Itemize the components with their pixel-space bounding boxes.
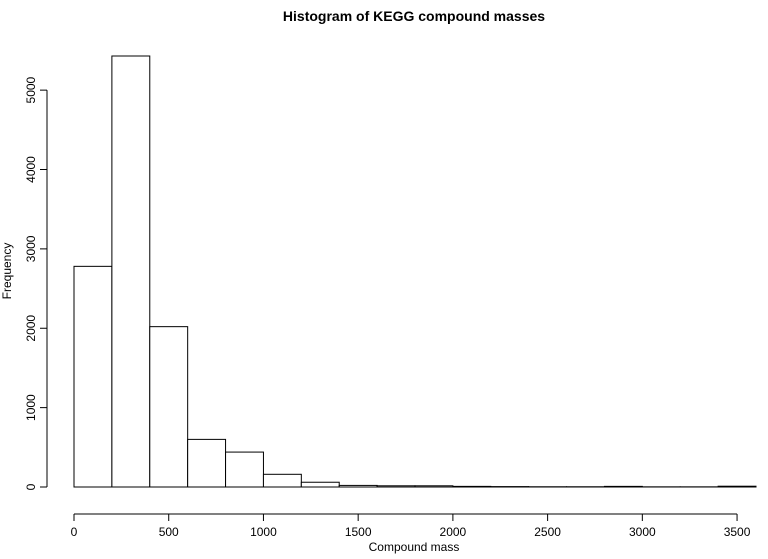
- y-tick-label: 5000: [24, 76, 38, 103]
- x-tick-label: 3500: [724, 525, 751, 539]
- x-tick-label: 2500: [534, 525, 561, 539]
- x-tick-label: 0: [71, 525, 78, 539]
- histogram-bar-8: [376, 485, 416, 488]
- x-axis-label: Compound mass: [369, 540, 460, 554]
- y-tick-label: 4000: [24, 156, 38, 183]
- histogram-bar-3: [187, 438, 227, 488]
- x-tick-label: 3000: [629, 525, 656, 539]
- histogram-bar-5: [262, 473, 302, 488]
- y-axis: 0 1000 2000 3000 4000 5000: [24, 76, 48, 490]
- x-axis: 0 500 1000 1500 2000 2500 3000 3500: [71, 513, 751, 539]
- y-tick-label: 0: [24, 483, 38, 490]
- histogram-bar-6: [300, 481, 340, 488]
- chart-title: Histogram of KEGG compound masses: [283, 8, 545, 24]
- y-axis-label: Frequency: [0, 243, 14, 300]
- x-tick-label: 1500: [345, 525, 372, 539]
- histogram-bar-0: [73, 265, 113, 488]
- y-tick-label: 3000: [24, 235, 38, 262]
- x-tick-label: 1000: [250, 525, 277, 539]
- histogram-bar-9: [414, 485, 454, 488]
- histogram-bar-14: [603, 485, 643, 488]
- histogram-bar-1: [111, 55, 151, 488]
- histogram-bar-10: [452, 485, 492, 488]
- histogram-bar-7: [338, 484, 378, 488]
- histogram-bar-17: [717, 485, 757, 488]
- histogram-bar-2: [149, 326, 189, 488]
- y-tick-label: 1000: [24, 394, 38, 421]
- histogram-bars: [73, 55, 757, 488]
- histogram-bar-4: [225, 451, 264, 488]
- x-tick-label: 2000: [440, 525, 467, 539]
- x-tick-label: 500: [159, 525, 179, 539]
- y-tick-label: 2000: [24, 315, 38, 342]
